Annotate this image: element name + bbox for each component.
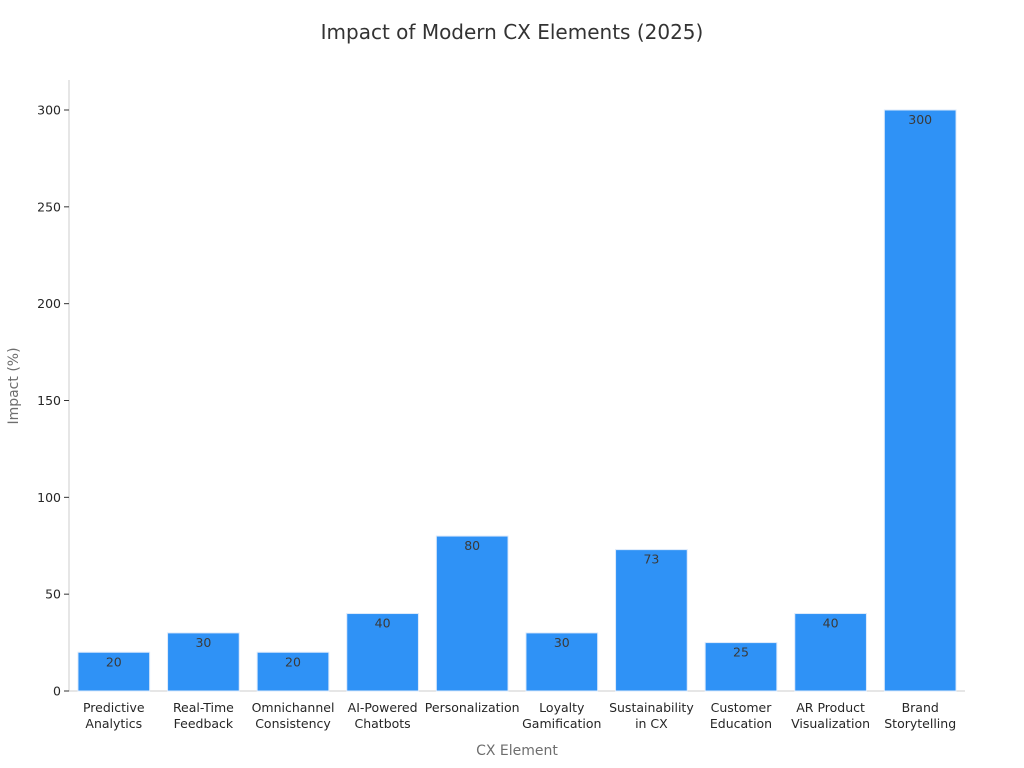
chart-title: Impact of Modern CX Elements (2025): [320, 20, 704, 44]
bar-value-label: 30: [554, 635, 570, 650]
x-tick-label: Customer Education: [710, 700, 772, 731]
y-tick-label: 50: [45, 587, 61, 602]
bar-value-label: 30: [195, 635, 211, 650]
bar: [794, 613, 867, 692]
bar: [704, 642, 778, 692]
bar-value-label: 40: [823, 616, 839, 631]
x-tick-label: AR Product Visualization: [791, 700, 870, 731]
x-axis-title: CX Element: [476, 743, 558, 759]
bar-value-label: 20: [106, 654, 122, 669]
y-tick-label: 150: [37, 393, 61, 408]
bar: [615, 549, 688, 692]
x-tick-label: AI-Powered Chatbots: [348, 700, 418, 731]
y-tick-label: 0: [53, 684, 61, 699]
x-tick-label: Omnichannel Consistency: [252, 700, 335, 731]
y-tick-label: 300: [37, 103, 61, 118]
bar: [525, 632, 599, 692]
bar: [435, 535, 509, 692]
y-axis: 0 50 100 150 200 250 300: [37, 80, 70, 699]
x-tick-label: Sustainability in CX: [609, 700, 694, 731]
bar-value-label: 40: [375, 616, 391, 631]
x-tick-label: Loyalty Gamification: [522, 700, 601, 731]
bar-value-label: 80: [464, 538, 480, 553]
x-tick-label: Brand Storytelling: [884, 700, 956, 731]
bar-value-label: 20: [285, 654, 301, 669]
bar: [346, 613, 419, 692]
category-labels: Predictive Analytics Real-Time Feedback Omni…: [83, 700, 956, 731]
bar-value-label: 300: [908, 112, 932, 127]
bar: [256, 651, 330, 692]
bar: [883, 109, 957, 692]
bar: [77, 651, 151, 692]
y-tick-label: 100: [37, 490, 61, 505]
bar: [167, 632, 240, 692]
bar-value-label: 25: [733, 645, 749, 660]
x-tick-label: Personalization: [425, 700, 520, 715]
bar-value-label: 73: [643, 552, 659, 567]
value-labels: 20 30 20 40 80 30 73 25 40 300: [106, 112, 932, 669]
x-tick-label: Real-Time Feedback: [173, 700, 234, 731]
y-tick-label: 250: [37, 199, 61, 214]
y-axis-title: Impact (%): [6, 347, 22, 424]
bars: [77, 109, 957, 692]
y-tick-label: 200: [37, 296, 61, 311]
x-tick-label: Predictive Analytics: [83, 700, 145, 731]
